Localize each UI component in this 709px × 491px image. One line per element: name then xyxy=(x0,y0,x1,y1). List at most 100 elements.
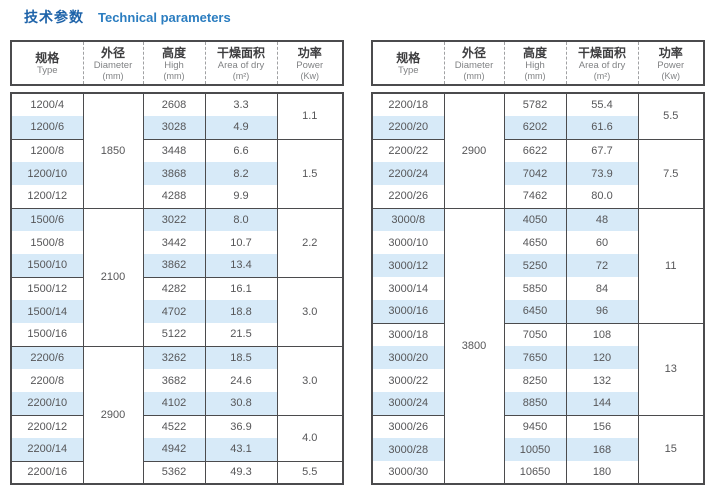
tables-container: 规格 Type 外径 Diameter (mm) 高度 High (mm) xyxy=(0,40,709,485)
header-high-zh: 高度 xyxy=(161,45,186,60)
area-cell: 16.1 xyxy=(204,277,277,300)
high-cell: 2608 xyxy=(142,93,205,116)
type-cell: 3000/10 xyxy=(388,236,429,249)
high-cell: 5782 xyxy=(503,93,566,116)
table-row: 3000/30 10650 180 xyxy=(372,461,704,485)
table-row: 2200/12 4522 36.9 4.0 xyxy=(11,415,343,462)
type-cell: 3000/20 xyxy=(372,346,444,369)
type-cell: 2200/10 xyxy=(11,392,83,416)
table-row: 1500/10 3862 13.4 xyxy=(11,254,343,278)
high-cell: 7042 xyxy=(503,162,566,185)
high-cell: 7050 xyxy=(503,323,566,346)
power-cell: 11 xyxy=(637,208,704,324)
area-cell: 13.4 xyxy=(204,254,277,278)
header-area: 干燥面积 Area of dry (m²) xyxy=(204,41,277,85)
high-cell: 3262 xyxy=(142,346,205,369)
table-row: 3000/18 7050 108 13 xyxy=(372,323,704,416)
area-cell: 18.5 xyxy=(204,346,277,369)
high-cell: 10050 xyxy=(503,438,566,461)
high-cell: 8250 xyxy=(503,369,566,392)
page-title: 技术参数 Technical parameters xyxy=(0,0,709,27)
power-cell: 2.2 xyxy=(276,208,343,278)
table-row: 3000/26 9450 156 15 xyxy=(372,415,704,485)
table-row: 2200/18 2900 5782 55.4 5.5 xyxy=(372,93,704,209)
header-high: 高度 High (mm) xyxy=(142,41,205,85)
power-cell: 5.5 xyxy=(276,461,343,485)
type-cell: 3000/16 xyxy=(372,300,444,324)
type-cell: 1200/6 xyxy=(11,116,83,140)
header-area-zh: 干燥面积 xyxy=(577,45,626,60)
table-row: 3000/28 10050 168 xyxy=(372,438,704,461)
high-cell: 3442 xyxy=(142,231,205,254)
high-cell: 10650 xyxy=(503,461,566,485)
high-cell: 6622 xyxy=(503,139,566,162)
type-cell: 1500/12 xyxy=(27,282,68,295)
area-cell: 24.6 xyxy=(204,369,277,392)
type-cell: 2200/22 xyxy=(388,144,429,157)
type-cell: 2200/16 xyxy=(11,461,83,485)
table-header: 规格 Type 外径 Diameter (mm) 高度 High (mm) xyxy=(371,40,705,86)
high-cell: 3448 xyxy=(142,139,205,162)
power-cell: 5.5 xyxy=(637,93,704,140)
high-cell: 4102 xyxy=(142,392,205,416)
table-rows: 1200/4 1850 2608 3.3 1.1 1200/6 3028 4.9 1200/8 3… xyxy=(11,93,343,485)
header-row: 规格 Type 外径 Diameter (mm) 高度 High (mm) xyxy=(372,41,704,85)
table-row: 2200/24 7042 73.9 xyxy=(372,162,704,185)
type-cell: 1200/10 xyxy=(11,162,83,185)
header-type-zh: 规格 xyxy=(35,50,60,65)
table-row: 3000/12 5250 72 xyxy=(372,254,704,277)
high-cell: 4702 xyxy=(142,300,205,323)
type-cell: 3000/12 xyxy=(372,254,444,277)
area-cell: 8.0 xyxy=(204,208,277,231)
header-high-en: High xyxy=(525,59,545,71)
header-type: 规格 Type xyxy=(372,41,444,85)
high-cell: 4288 xyxy=(142,185,205,209)
header-area-en: Area of dry xyxy=(578,59,626,71)
table-row: 2200/22 6622 67.7 7.5 xyxy=(372,139,704,209)
header-type-en: Type xyxy=(397,64,419,76)
table-row: 1200/10 3868 8.2 xyxy=(11,162,343,185)
type-cell: 2200/8 xyxy=(30,374,65,387)
type-cell: 3000/22 xyxy=(388,374,429,387)
diameter-cell: 2900 xyxy=(82,346,143,485)
table-row: 3000/8 3800 4050 48 11 xyxy=(372,208,704,485)
area-cell: 36.9 xyxy=(204,415,277,438)
high-cell: 4650 xyxy=(503,231,566,254)
high-cell: 4942 xyxy=(142,438,205,462)
table-row: 2200/10 4102 30.8 xyxy=(11,392,343,416)
type-cell: 1500/14 xyxy=(11,300,83,323)
header-diameter-zh: 外径 xyxy=(100,45,125,60)
header-high-unit: (mm) xyxy=(524,70,546,81)
area-cell: 9.9 xyxy=(204,185,277,209)
table-row: 2200/14 4942 43.1 xyxy=(11,438,343,462)
area-cell: 108 xyxy=(565,323,638,346)
high-cell: 9450 xyxy=(503,415,566,438)
header-power-zh: 功率 xyxy=(297,45,322,60)
table-row: 1500/16 5122 21.5 xyxy=(11,323,343,347)
table-row: 3000/20 7650 120 xyxy=(372,346,704,369)
header-high: 高度 High (mm) xyxy=(503,41,566,85)
table-row: 1500/14 4702 18.8 xyxy=(11,300,343,323)
table-row: 2200/8 3682 24.6 xyxy=(11,369,343,392)
header-diameter-zh: 外径 xyxy=(461,45,486,60)
high-cell: 3868 xyxy=(142,162,205,185)
area-cell: 132 xyxy=(565,369,638,392)
area-cell: 120 xyxy=(565,346,638,369)
area-cell: 4.9 xyxy=(204,116,277,140)
high-cell: 5250 xyxy=(503,254,566,277)
parameters-table-left: 规格 Type 外径 Diameter (mm) 高度 High (mm) xyxy=(10,40,344,485)
table-row: 1200/12 4288 9.9 xyxy=(11,185,343,209)
area-cell: 72 xyxy=(565,254,638,277)
type-cell: 2200/6 xyxy=(11,346,83,369)
header-diameter-en: Diameter xyxy=(454,59,494,71)
type-cell: 1500/6 xyxy=(11,208,83,231)
area-cell: 180 xyxy=(565,461,638,485)
header-high-en: High xyxy=(164,59,184,71)
power-cell: 13 xyxy=(637,323,704,416)
table-row: 3000/16 6450 96 xyxy=(372,300,704,324)
area-cell: 48 xyxy=(565,208,638,231)
area-cell: 30.8 xyxy=(204,392,277,416)
type-cell: 1200/8 xyxy=(30,144,65,157)
header-diameter-unit: (mm) xyxy=(102,70,124,81)
